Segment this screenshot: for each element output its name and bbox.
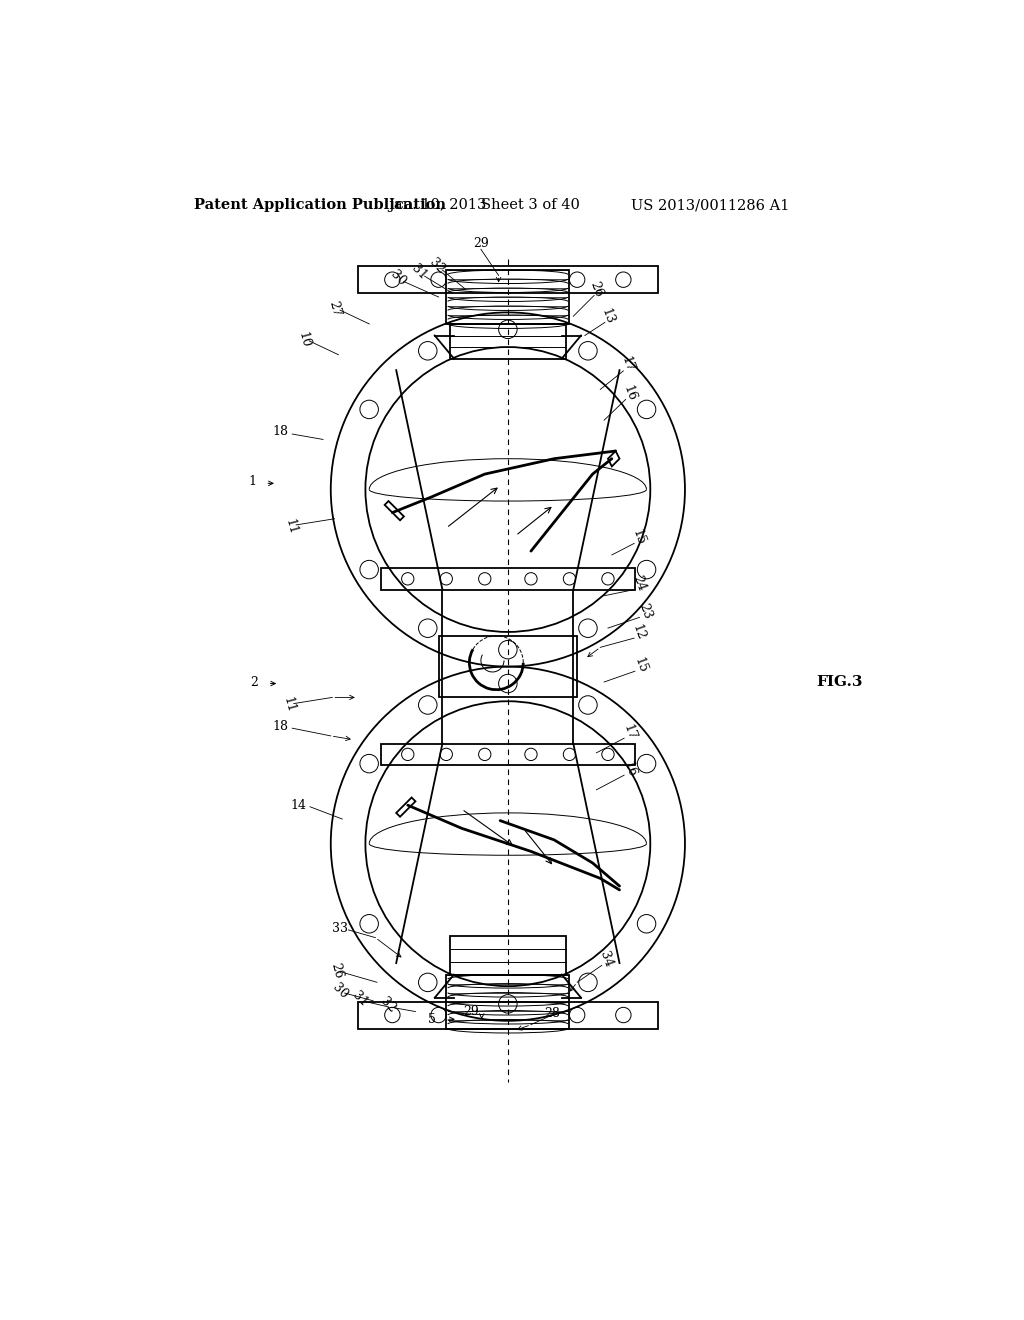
Bar [451,936,565,974]
Text: 18: 18 [272,425,289,438]
Bar [438,636,578,697]
Text: Jan. 10, 2013: Jan. 10, 2013 [388,198,486,213]
Bar [451,323,565,359]
Text: 24: 24 [630,574,647,593]
Text: 17: 17 [621,722,638,742]
Text: 31: 31 [409,263,429,282]
Text: 16: 16 [621,759,638,779]
Text: 13: 13 [599,306,616,326]
Text: 15: 15 [630,528,647,546]
Bar [446,271,569,323]
Text: 30: 30 [388,268,409,288]
Text: US 2013/0011286 A1: US 2013/0011286 A1 [631,198,790,213]
Text: 31: 31 [350,989,371,1010]
Text: 14: 14 [291,799,306,812]
Text: 32: 32 [427,256,447,276]
Text: Patent Application Publication: Patent Application Publication [194,198,445,213]
Text: 32: 32 [378,995,398,1015]
Text: 16: 16 [621,384,638,403]
Text: 1: 1 [248,475,256,488]
Text: 15: 15 [632,655,649,675]
Text: FIG.3: FIG.3 [816,675,862,689]
Bar [381,743,635,766]
Bar [357,267,658,293]
Text: 18: 18 [272,721,289,733]
Text: 28: 28 [545,1007,560,1019]
Text: 11: 11 [280,696,297,714]
Text: 26: 26 [588,280,605,300]
Text: 2: 2 [250,676,258,689]
Text: 26: 26 [329,961,345,979]
Text: 29: 29 [463,1005,479,1018]
Text: 29: 29 [473,236,488,249]
Bar [381,568,635,590]
Text: 10: 10 [296,330,312,348]
Text: 5: 5 [428,1012,436,1026]
Text: 11: 11 [283,517,299,536]
Bar [446,974,569,1028]
Text: 12: 12 [630,622,647,642]
Text: 33: 33 [332,921,348,935]
Text: 27: 27 [327,300,343,318]
Text: Sheet 3 of 40: Sheet 3 of 40 [481,198,580,213]
Text: 17: 17 [618,355,636,375]
Text: 30: 30 [330,981,350,1002]
Bar [357,1002,658,1028]
Text: 23: 23 [636,602,653,620]
Text: 34: 34 [598,949,615,969]
